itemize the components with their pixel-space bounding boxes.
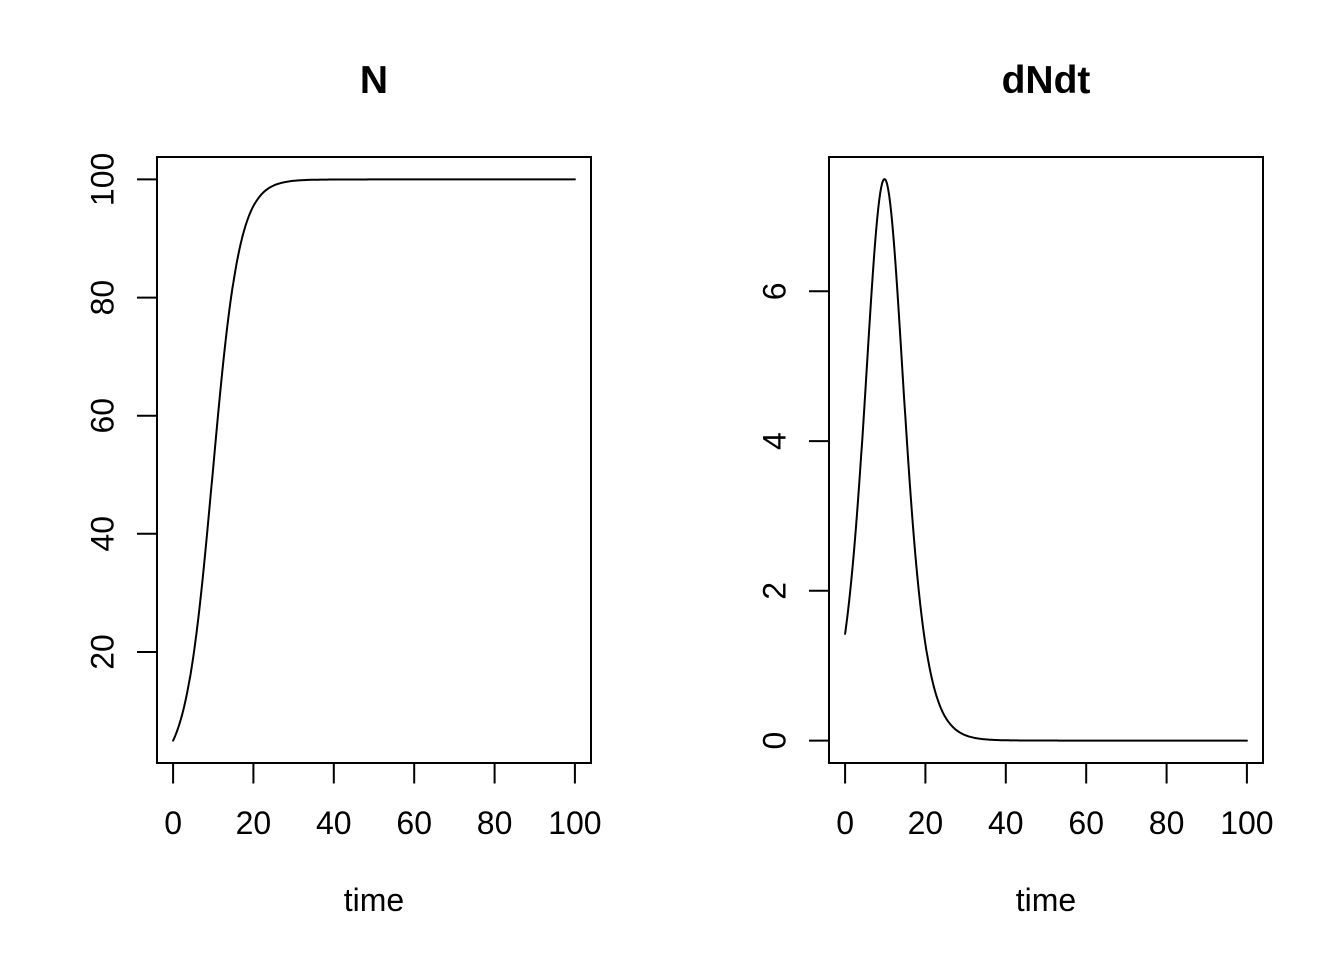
svg-text:80: 80 <box>477 805 513 841</box>
svg-text:80: 80 <box>1149 805 1185 841</box>
svg-text:20: 20 <box>236 805 272 841</box>
svg-text:80: 80 <box>85 280 121 316</box>
svg-text:100: 100 <box>85 153 121 206</box>
svg-text:60: 60 <box>1068 805 1104 841</box>
svg-text:2: 2 <box>757 582 793 600</box>
svg-text:6: 6 <box>757 282 793 300</box>
svg-text:0: 0 <box>836 805 854 841</box>
svg-text:20: 20 <box>85 634 121 670</box>
svg-text:20: 20 <box>908 805 944 841</box>
svg-text:60: 60 <box>85 398 121 434</box>
svg-text:0: 0 <box>757 732 793 750</box>
svg-text:N: N <box>360 59 388 102</box>
svg-text:40: 40 <box>988 805 1024 841</box>
svg-text:time: time <box>344 882 404 918</box>
svg-text:100: 100 <box>548 805 601 841</box>
svg-text:4: 4 <box>757 432 793 450</box>
svg-text:dNdt: dNdt <box>1002 59 1091 102</box>
svg-text:40: 40 <box>316 805 352 841</box>
svg-text:time: time <box>1016 882 1076 918</box>
svg-text:100: 100 <box>1220 805 1273 841</box>
svg-text:60: 60 <box>396 805 432 841</box>
svg-text:0: 0 <box>164 805 182 841</box>
svg-text:40: 40 <box>85 516 121 552</box>
